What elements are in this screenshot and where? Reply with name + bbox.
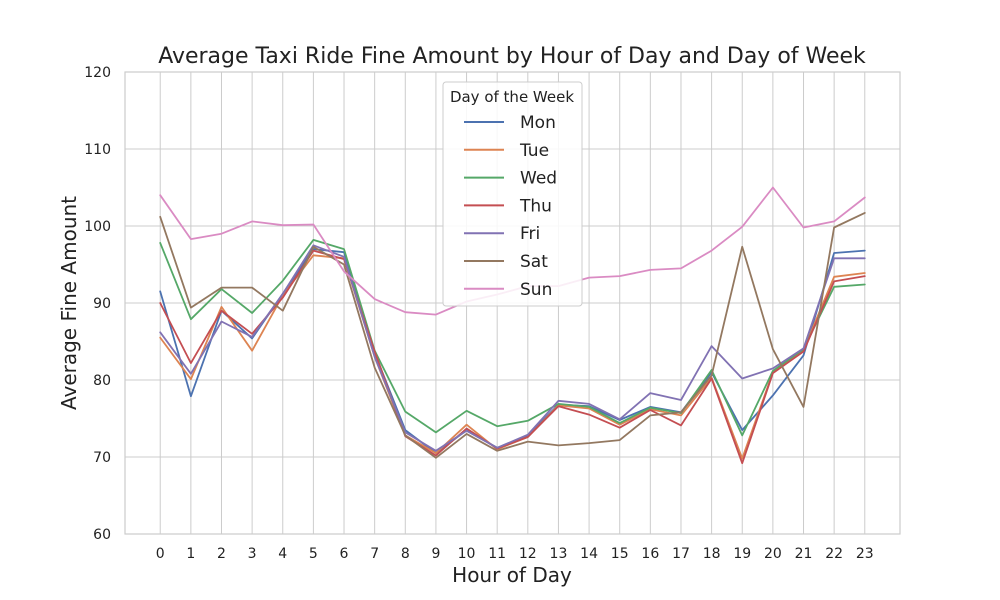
- legend-items: Mon Tue Wed Thu Fri Sat Sun: [464, 113, 557, 300]
- plot-frame: [124, 71, 901, 535]
- x-tick-label: 6: [340, 546, 349, 562]
- legend-label-thu: Thu: [519, 196, 552, 216]
- x-tick-label: 3: [248, 546, 257, 562]
- x-tick-label: 1: [186, 546, 195, 562]
- x-tick-label: 12: [519, 546, 537, 562]
- y-tick-label: 90: [93, 296, 111, 312]
- x-tick-label: 0: [156, 546, 165, 562]
- legend-label-sun: Sun: [520, 280, 552, 300]
- x-tick-label: 22: [825, 546, 843, 562]
- legend-label-tue: Tue: [519, 141, 549, 161]
- x-tick-label: 8: [401, 546, 410, 562]
- tick-labels: 0 1 2 3 4 5 6 7 8 9 10 11 12 13 14 15 16 17 18 19 20 21 22 2360…: [84, 65, 873, 562]
- x-tick-label: 14: [580, 546, 598, 562]
- chart-title: Average Taxi Ride Fine Amount by Hour of…: [158, 44, 866, 69]
- y-axis-label: Average Fine Amount: [57, 196, 81, 410]
- x-tick-label: 11: [488, 546, 506, 562]
- x-tick-label: 2: [217, 546, 226, 562]
- x-tick-label: 16: [641, 546, 659, 562]
- legend-label-sat: Sat: [520, 252, 548, 272]
- x-tick-label: 18: [703, 546, 721, 562]
- x-tick-label: 23: [856, 546, 874, 562]
- x-tick-label: 20: [764, 546, 782, 562]
- series-line-fri: [159, 244, 866, 452]
- y-tick-label: 70: [93, 450, 111, 466]
- y-tick-label: 100: [84, 219, 111, 235]
- x-tick-label: 9: [431, 546, 440, 562]
- x-tick-label: 21: [795, 546, 813, 562]
- x-tick-label: 15: [611, 546, 629, 562]
- x-tick-label: 5: [309, 546, 318, 562]
- series-line-thu: [159, 249, 866, 465]
- legend-label-fri: Fri: [520, 224, 540, 244]
- legend: Day of the Week Mon Tue Wed Thu Fri Sat Sun: [442, 81, 583, 307]
- x-tick-label: 10: [458, 546, 476, 562]
- y-tick-label: 60: [93, 527, 111, 543]
- series-lines: [159, 186, 866, 465]
- x-axis-label: Hour of Day: [452, 563, 572, 587]
- series-line-wed: [159, 238, 866, 437]
- legend-title: Day of the Week: [450, 88, 574, 106]
- x-tick-label: 4: [278, 546, 287, 562]
- legend-label-mon: Mon: [520, 113, 556, 133]
- y-tick-label: 80: [93, 373, 111, 389]
- legend-label-wed: Wed: [520, 169, 557, 189]
- x-tick-label: 17: [672, 546, 690, 562]
- x-tick-label: 19: [733, 546, 751, 562]
- y-tick-label: 120: [84, 65, 111, 81]
- legend-box: [442, 81, 583, 307]
- series-line-sat: [159, 211, 866, 459]
- x-tick-label: 7: [370, 546, 379, 562]
- y-tick-label: 110: [84, 142, 111, 158]
- x-tick-label: 13: [550, 546, 568, 562]
